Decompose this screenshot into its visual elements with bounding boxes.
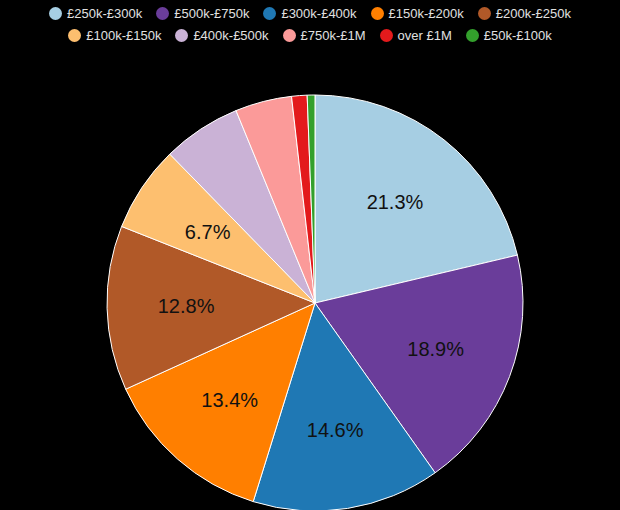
html-text:£750k-£1M: £750k-£1M: [300, 28, 366, 43]
html-text:£100k-£150k: £100k-£150k: [86, 28, 162, 43]
html-text:£250k-£300k: £250k-£300k: [67, 6, 143, 21]
svg-text:13.4%: 13.4%: [201, 389, 258, 411]
svg-text:18.9%: 18.9%: [407, 338, 464, 360]
html-text:£400k-£500k: £400k-£500k: [193, 28, 269, 43]
svg-text:21.3%: 21.3%: [367, 191, 424, 213]
html-text:£50k-£100k: £50k-£100k: [483, 28, 552, 43]
svg-text:6.7%: 6.7%: [185, 221, 231, 243]
html-text:£500k-£750k: £500k-£750k: [174, 6, 250, 21]
html-text:over £1M: over £1M: [397, 28, 452, 43]
html-text:£300k-£400k: £300k-£400k: [281, 6, 357, 21]
svg-text:14.6%: 14.6%: [307, 419, 364, 441]
html-text:£150k-£200k: £150k-£200k: [388, 6, 464, 21]
html-text:£200k-£250k: £200k-£250k: [495, 6, 571, 21]
svg-text:12.8%: 12.8%: [158, 295, 215, 317]
